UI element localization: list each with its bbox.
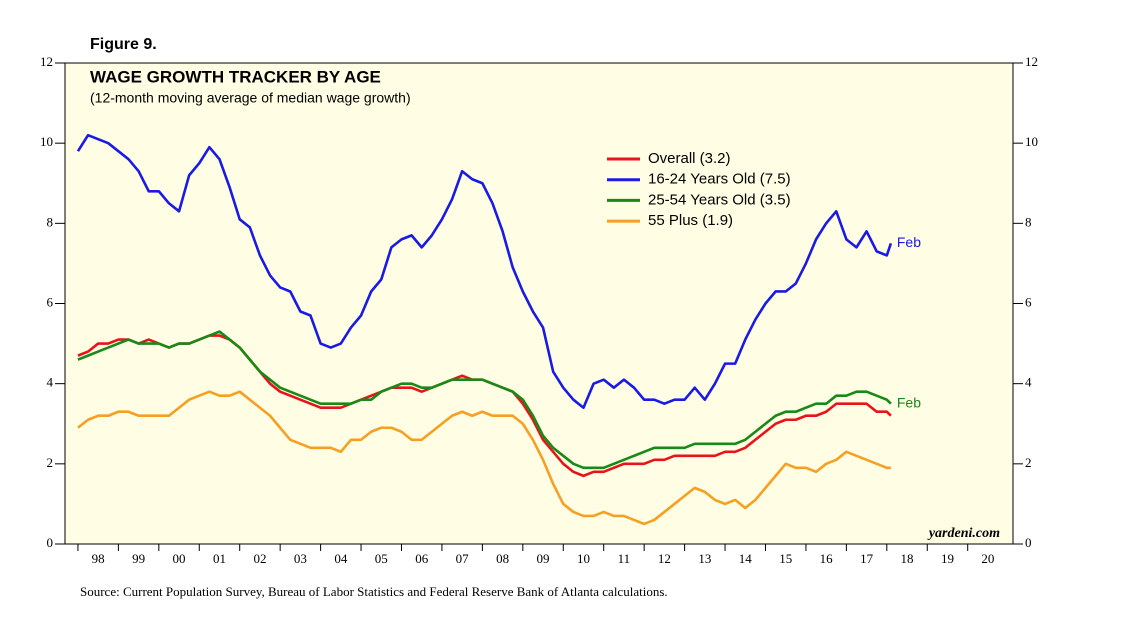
x-tick-label: 01	[213, 551, 226, 566]
x-tick-label: 12	[658, 551, 671, 566]
x-tick-label: 06	[415, 551, 429, 566]
legend-label: 55 Plus (1.9)	[648, 212, 733, 229]
x-tick-label: 19	[941, 551, 954, 566]
x-tick-label: 09	[537, 551, 550, 566]
chart-subtitle: (12-month moving average of median wage …	[90, 90, 411, 106]
y-tick-label: 12	[40, 54, 53, 69]
series-line	[77, 330, 892, 470]
legend-label: Overall (3.2)	[648, 150, 731, 167]
x-tick-label: 04	[334, 551, 348, 566]
x-tick-label: 08	[496, 551, 509, 566]
x-tick-label: 07	[456, 551, 470, 566]
series-line	[76, 133, 893, 410]
x-tick-label: 03	[294, 551, 307, 566]
watermark: yardeni.com	[927, 526, 1000, 541]
x-tick-label: 11	[618, 551, 631, 566]
y2-tick-label: 4	[1025, 375, 1032, 390]
y2-tick-label: 0	[1025, 535, 1032, 550]
y2-tick-label: 8	[1025, 214, 1032, 229]
x-tick-label: 17	[860, 551, 874, 566]
x-tick-label: 02	[253, 551, 266, 566]
legend-label: 16-24 Years Old (7.5)	[648, 171, 791, 188]
plot-area	[64, 62, 1014, 545]
x-tick-label: 16	[820, 551, 834, 566]
x-tick-label: 20	[981, 551, 994, 566]
x-tick-label: 98	[92, 551, 105, 566]
chart-title: WAGE GROWTH TRACKER BY AGE	[90, 67, 381, 86]
x-tick-label: 00	[173, 551, 186, 566]
y2-tick-label: 10	[1025, 134, 1038, 149]
y-tick-label: 0	[47, 535, 54, 550]
x-tick-label: 15	[779, 551, 792, 566]
x-tick-label: 05	[375, 551, 388, 566]
y-tick-label: 6	[47, 294, 54, 309]
x-tick-label: 14	[739, 551, 753, 566]
legend-label: 25-54 Years Old (3.5)	[648, 191, 791, 208]
x-tick-label: 18	[901, 551, 914, 566]
end-label: Feb	[897, 234, 921, 250]
y2-tick-label: 2	[1025, 455, 1032, 470]
x-tick-label: 10	[577, 551, 590, 566]
y2-tick-label: 6	[1025, 294, 1032, 309]
y-tick-label: 10	[40, 134, 53, 149]
y2-tick-label: 12	[1025, 54, 1038, 69]
source-note: Source: Current Population Survey, Burea…	[80, 584, 668, 599]
y-tick-label: 4	[47, 375, 54, 390]
x-tick-label: 13	[698, 551, 711, 566]
y-tick-label: 2	[47, 455, 54, 470]
x-tick-label: 99	[132, 551, 145, 566]
y-tick-label: 8	[47, 214, 54, 229]
figure-label: Figure 9.	[90, 36, 157, 53]
end-label: Feb	[897, 394, 921, 410]
series-line	[77, 390, 891, 526]
